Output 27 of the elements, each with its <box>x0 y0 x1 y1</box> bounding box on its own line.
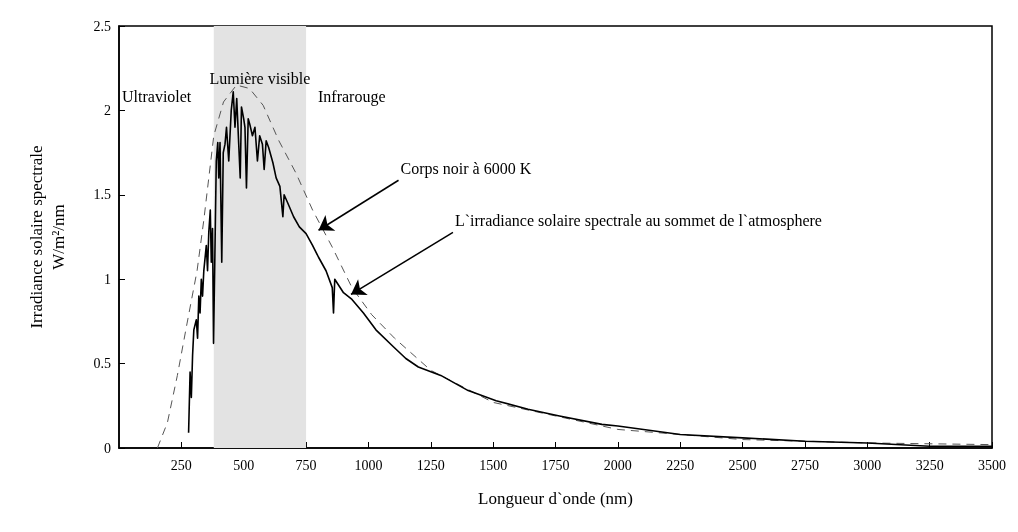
x-tick-label: 1750 <box>541 457 570 473</box>
x-tick-label: 750 <box>295 457 317 473</box>
x-tick-label: 2750 <box>790 457 819 473</box>
x-tick-label: 2500 <box>728 457 757 473</box>
y-tick-label: 0 <box>104 440 111 456</box>
y-tick-label: 1 <box>104 271 111 287</box>
annotation: Infrarouge <box>318 87 386 106</box>
x-tick-label: 500 <box>233 457 255 473</box>
x-tick-label: 2000 <box>603 457 632 473</box>
x-tick-label: 250 <box>170 457 192 473</box>
x-tick-label: 3250 <box>915 457 944 473</box>
y-tick-label: 1.5 <box>93 187 111 203</box>
x-tick-label: 3500 <box>978 457 1006 473</box>
annotation: Ultraviolet <box>122 87 192 105</box>
y-axis-title: Irradiance solaire spectrale W/m²/nm <box>26 145 68 329</box>
x-tick-label: 3000 <box>853 457 882 473</box>
x-tick-label: 1250 <box>416 457 445 473</box>
x-tick-label: 2250 <box>666 457 695 473</box>
y-tick-label: 2 <box>104 102 111 118</box>
x-tick-label: 1500 <box>479 457 508 473</box>
annotation: L`irradiance solaire spectrale au sommet de l`atmosphere <box>454 211 822 230</box>
annotation: Corps noir à 6000 K <box>400 159 532 178</box>
x-tick-label: 1000 <box>354 457 383 473</box>
y-tick-label: 2.5 <box>93 18 111 34</box>
y-tick-label: 0.5 <box>93 356 111 372</box>
band-label: Lumière visible <box>209 69 311 87</box>
x-axis-title: Longueur d`onde (nm) <box>478 489 633 508</box>
